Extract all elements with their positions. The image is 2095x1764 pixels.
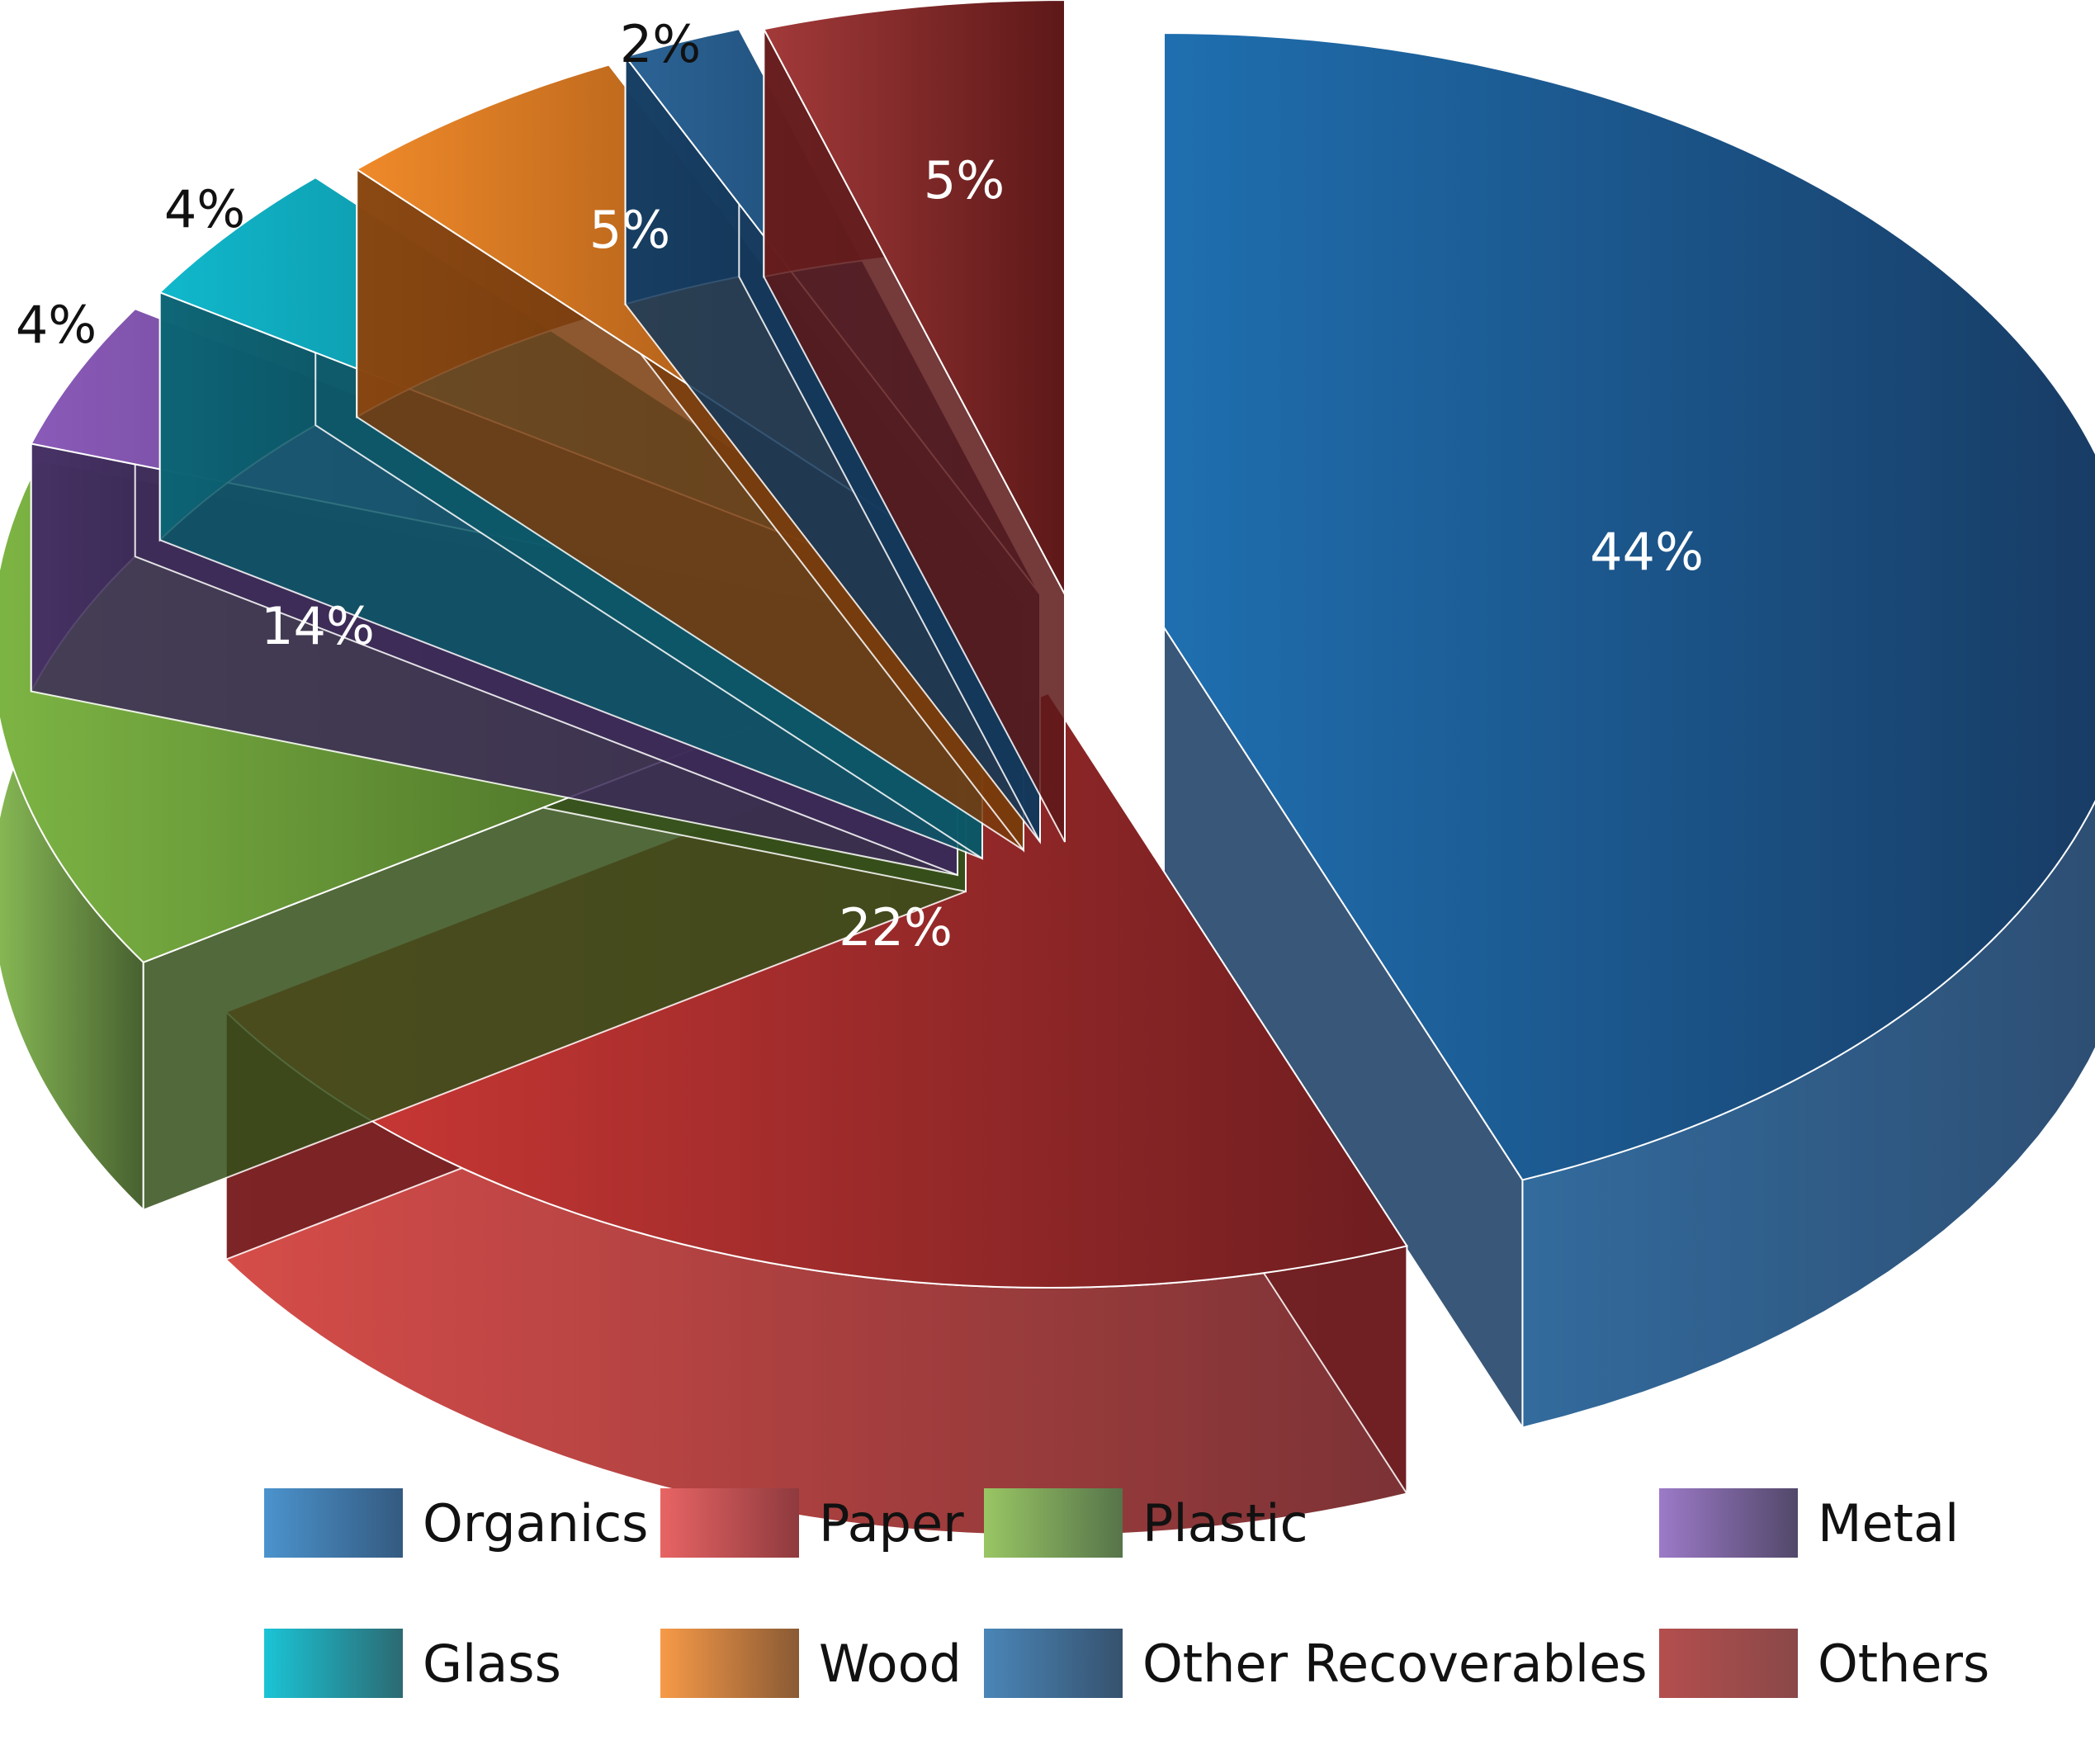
pie-labels: 44% 22% 14% 4% 4% 5% 2% 5% [16, 14, 1704, 958]
slice-others [762, 0, 1066, 843]
data-label-wood: 5% [589, 200, 670, 260]
slice-top [762, 0, 1066, 595]
slice-top [1163, 31, 2095, 1181]
data-label-other-recoverables: 2% [620, 14, 701, 74]
pie-slices [0, 0, 2095, 1536]
data-label-glass: 4% [164, 179, 245, 239]
data-label-others: 5% [924, 150, 1005, 210]
data-label-metal: 4% [16, 295, 97, 355]
data-label-plastic: 14% [261, 596, 375, 656]
slice-organics [1163, 31, 2095, 1431]
data-label-paper: 22% [839, 897, 953, 958]
data-label-organics: 44% [1590, 522, 1704, 582]
